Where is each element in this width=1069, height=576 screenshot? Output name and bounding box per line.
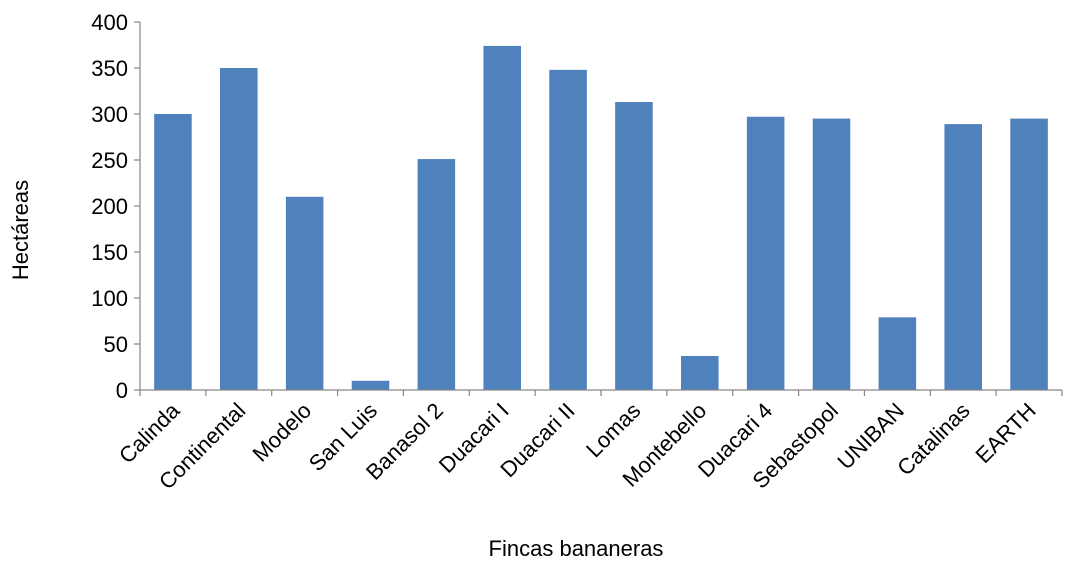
y-tick-label: 0: [116, 378, 128, 403]
y-axis-label: Hectáreas: [8, 180, 33, 280]
axes-group: [134, 21, 1063, 396]
y-tick-label: 250: [91, 148, 128, 173]
bars-group: [154, 45, 1048, 391]
y-tick-label: 100: [91, 286, 128, 311]
y-tick-label: 200: [91, 194, 128, 219]
bar-continental: [220, 68, 258, 390]
x-tick-label-catalinas: Catalinas: [892, 398, 975, 481]
bar-sebastopol: [812, 118, 851, 390]
x-axis-label: Fincas bananeras: [489, 536, 664, 561]
y-tick-labels: 0 50 100 150 200 250 300 350 400: [91, 10, 128, 403]
bar-lomas: [615, 102, 653, 390]
bar-duacari-ii: [549, 69, 587, 390]
bar-duacari-i: [483, 45, 521, 391]
y-tick-label: 50: [104, 332, 128, 357]
bar-banasol-2: [417, 159, 456, 390]
y-tick-label: 300: [91, 102, 128, 127]
y-tick-label: 400: [91, 10, 128, 35]
bar-earth: [1010, 118, 1048, 390]
bar-san-luis: [351, 380, 390, 390]
bar-uniban: [878, 317, 917, 390]
x-tick-label-lomas: Lomas: [581, 398, 645, 462]
bar-montebello: [681, 355, 719, 390]
bar-duacari-4: [746, 116, 785, 390]
y-tick-label: 150: [91, 240, 128, 265]
bar-catalinas: [944, 124, 982, 391]
bar-calinda: [154, 114, 192, 390]
x-tick-label-earth: EARTH: [970, 398, 1040, 468]
y-tick-label: 350: [91, 56, 128, 81]
bar-modelo: [285, 196, 324, 390]
